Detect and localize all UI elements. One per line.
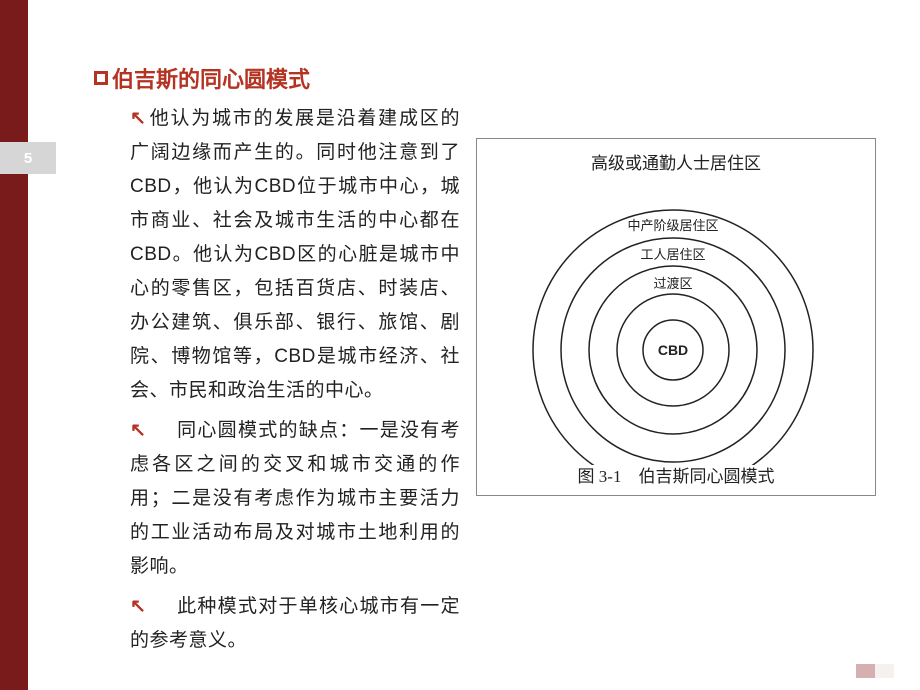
paragraph-3: ↖此种模式对于单核心城市有一定的参考意义。 (130, 590, 460, 658)
diagram-rings: 中产阶级居住区 工人居住区 过渡区 CBD (477, 175, 877, 465)
ring-label-5: 中产阶级居住区 (627, 215, 718, 234)
footer-accent-icon (856, 664, 894, 678)
diagram-outer-title: 高级或通勤人士居住区 (477, 149, 875, 174)
arrow-bullet-icon: ↖ (130, 420, 146, 441)
ring-label-3: 过渡区 (653, 273, 692, 292)
section-title: 伯吉斯的同心圆模式 (94, 62, 310, 94)
square-bullet-icon (94, 71, 108, 85)
paragraph-1: ↖他认为城市的发展是沿着建成区的广阔边缘而产生的。同时他注意到了CBD，他认为C… (130, 102, 460, 408)
paragraph-2-text: 同心圆模式的缺点：一是没有考虑各区之间的交叉和城市交通的作用；二是没有考虑作为城… (130, 420, 460, 577)
page-number-tab: 5 (0, 142, 56, 174)
body-text-block: ↖他认为城市的发展是沿着建成区的广阔边缘而产生的。同时他注意到了CBD，他认为C… (130, 102, 460, 664)
paragraph-3-text: 此种模式对于单核心城市有一定的参考意义。 (130, 596, 460, 651)
slide: 5 伯吉斯的同心圆模式 ↖他认为城市的发展是沿着建成区的广阔边缘而产生的。同时他… (0, 0, 920, 690)
arrow-bullet-icon: ↖ (130, 108, 146, 129)
title-text: 伯吉斯的同心圆模式 (112, 62, 310, 94)
sidebar-accent (0, 0, 28, 690)
diagram-caption: 图 3-1 伯吉斯同心圆模式 (477, 462, 875, 487)
page-number: 5 (24, 150, 32, 167)
paragraph-2: ↖同心圆模式的缺点：一是没有考虑各区之间的交叉和城市交通的作用；二是没有考虑作为… (130, 414, 460, 584)
center-label-cbd: CBD (658, 342, 688, 358)
arrow-bullet-icon: ↖ (130, 596, 146, 617)
paragraph-1-text: 他认为城市的发展是沿着建成区的广阔边缘而产生的。同时他注意到了CBD，他认为CB… (130, 108, 460, 401)
concentric-diagram: 高级或通勤人士居住区 中产阶级居住区 工人居住区 过渡区 CBD 图 3-1 伯… (476, 138, 876, 496)
ring-label-4: 工人居住区 (640, 244, 705, 263)
